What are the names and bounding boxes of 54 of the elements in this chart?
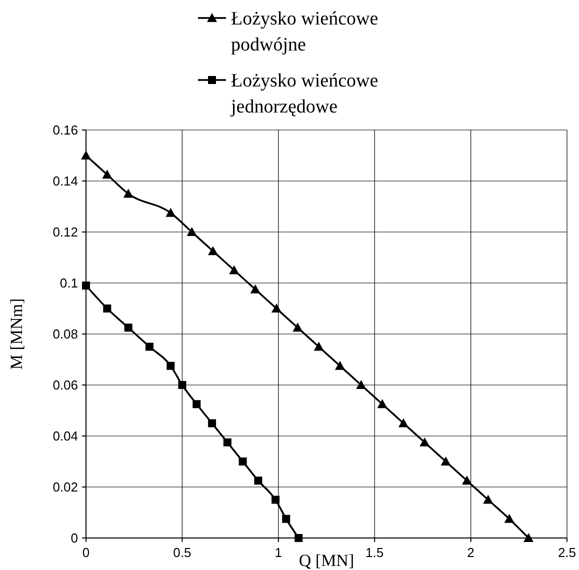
- point: [192, 400, 201, 408]
- y-tick-label: 0.02: [52, 480, 78, 495]
- point: [334, 360, 345, 370]
- y-tick-label: 0.08: [52, 326, 78, 342]
- point: [282, 514, 290, 523]
- legend-label: Łożysko wieńcowe jednorzędowe: [230, 70, 378, 118]
- point: [483, 494, 494, 504]
- x-tick-label: 1.5: [366, 545, 384, 560]
- point: [272, 496, 280, 504]
- point: [271, 304, 282, 312]
- y-tick-label: 0.14: [52, 174, 78, 189]
- x-tick-label: 2: [467, 545, 474, 560]
- point: [238, 458, 247, 466]
- point: [398, 418, 408, 428]
- point: [166, 208, 176, 217]
- point: [81, 150, 91, 160]
- point: [524, 533, 534, 542]
- point: [250, 284, 260, 294]
- point: [145, 342, 154, 351]
- x-tick-label: 0.5: [173, 545, 192, 560]
- point: [208, 419, 216, 428]
- point: [186, 227, 197, 236]
- point: [292, 322, 303, 332]
- point: [166, 362, 175, 370]
- y-tick-label: 0.1: [60, 276, 78, 291]
- point: [462, 476, 472, 485]
- point: [229, 265, 240, 274]
- point: [178, 381, 186, 389]
- point: [314, 342, 324, 351]
- point: [294, 534, 303, 542]
- point: [254, 476, 262, 485]
- point: [377, 399, 388, 408]
- x-tick-label: 1: [274, 545, 282, 560]
- point: [82, 282, 90, 290]
- y-tick-label: 0.16: [52, 122, 78, 138]
- point: [223, 438, 232, 446]
- x-tick-label: 0: [82, 545, 90, 560]
- y-tick-label: 0: [70, 530, 78, 546]
- y-tick-label: 0.04: [52, 428, 78, 444]
- point: [356, 380, 366, 389]
- point: [102, 170, 112, 179]
- point: [123, 188, 134, 198]
- x-tick-label: 2.5: [558, 545, 576, 560]
- legend-label: Łożysko wieńcowe podwójne: [231, 8, 378, 56]
- point: [124, 324, 132, 332]
- point: [103, 304, 112, 312]
- point: [420, 437, 430, 446]
- point: [440, 456, 451, 466]
- point: [504, 514, 514, 523]
- y-axis-title: M [MNm]: [7, 298, 26, 370]
- point: [208, 246, 218, 256]
- x-axis-title: Q [MN]: [298, 551, 354, 570]
- y-tick-label: 0.06: [52, 378, 78, 393]
- y-tick-label: 0.12: [52, 224, 78, 240]
